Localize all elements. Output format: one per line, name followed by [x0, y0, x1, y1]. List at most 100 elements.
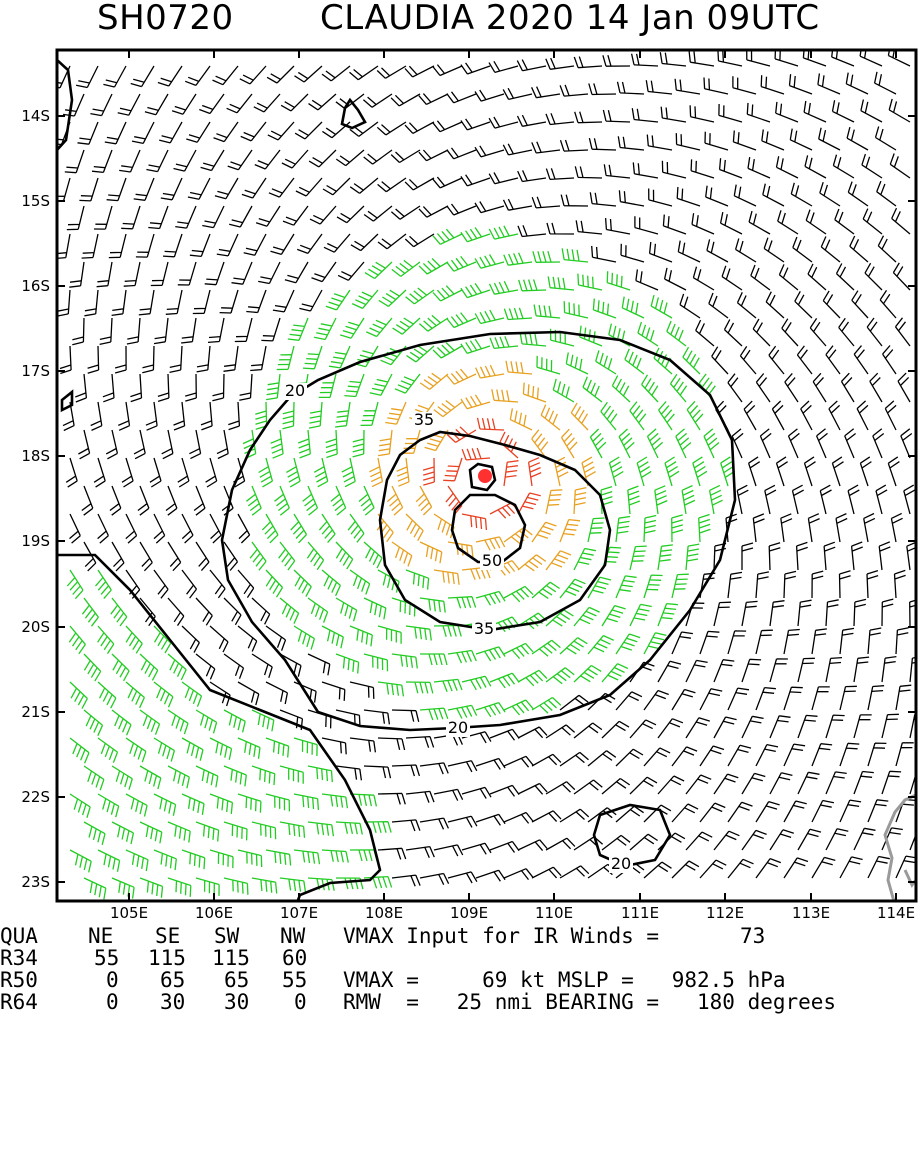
wind-barb — [867, 685, 885, 711]
wind-barb — [391, 597, 416, 617]
wind-barb — [769, 772, 793, 795]
wind-barb — [509, 408, 533, 431]
wind-barb — [251, 709, 275, 732]
r34-ne: 55 — [94, 946, 120, 970]
wind-barb — [311, 261, 337, 283]
wind-barb — [337, 261, 365, 281]
wind-barb — [139, 541, 153, 572]
wind-barb — [839, 856, 863, 879]
wind-barb — [103, 65, 127, 88]
wind-barb — [573, 606, 600, 627]
wind-barb — [69, 681, 88, 709]
wind-barb — [99, 317, 113, 346]
wind-barb — [207, 317, 225, 344]
wind-barb — [274, 485, 290, 516]
wind-barb — [294, 121, 323, 140]
wind-barb — [358, 485, 375, 516]
wind-barb — [278, 541, 296, 571]
wind-barb — [743, 400, 757, 431]
wind-barb — [769, 658, 788, 683]
wind-barb — [629, 776, 658, 795]
wind-barb — [280, 93, 309, 112]
wind-barb — [419, 872, 450, 885]
wind-barb — [69, 261, 85, 288]
wind-barb — [419, 372, 449, 390]
r50-ne: 0 — [106, 968, 119, 992]
wind-barb — [819, 484, 832, 515]
wind-barb — [797, 599, 812, 627]
wind-barb — [488, 60, 519, 74]
wind-barb — [268, 177, 295, 198]
wind-barb — [769, 715, 791, 739]
wind-barb — [447, 541, 474, 558]
wind-barb — [90, 401, 103, 431]
wind-barb — [279, 821, 306, 838]
wind-barb — [895, 798, 916, 823]
wind-barb — [699, 859, 727, 879]
wind-barb — [657, 602, 678, 627]
wind-barb — [611, 375, 631, 403]
wind-barb — [270, 233, 295, 256]
contour-35 — [378, 430, 612, 632]
wind-barb — [723, 319, 743, 347]
wind-barb — [761, 129, 785, 151]
contour-20-westedge — [57, 59, 74, 151]
wind-barb — [266, 373, 281, 401]
wind-barb — [825, 656, 843, 683]
wind-barb — [424, 429, 449, 452]
wind-barb — [867, 742, 887, 767]
wind-barb — [223, 765, 247, 787]
wind-barb — [313, 457, 329, 488]
wind-barb — [77, 121, 99, 145]
wind-barb — [664, 456, 680, 487]
wind-barb — [706, 239, 729, 263]
wind-barb — [81, 233, 99, 259]
wind-barb — [874, 126, 897, 151]
lon-tick-label: 114E — [877, 904, 915, 922]
wind-barb — [243, 233, 267, 256]
wind-barb — [181, 737, 204, 761]
wind-barb — [290, 513, 308, 544]
wind-barb — [575, 220, 603, 235]
wind-barb — [861, 153, 883, 179]
wind-barb — [573, 486, 587, 515]
wind-barb — [139, 765, 162, 790]
wind-barb — [432, 228, 463, 245]
wind-barb — [405, 845, 435, 859]
wind-barb — [251, 765, 276, 786]
wind-barb — [223, 821, 248, 841]
wind-barb — [671, 746, 698, 767]
wind-barb — [632, 162, 659, 179]
wind-barb — [825, 771, 847, 795]
wind-barb — [646, 428, 664, 459]
wind-barb — [318, 373, 337, 399]
wind-barb — [703, 77, 729, 95]
wind-barb — [488, 225, 519, 240]
wind-barb — [657, 660, 682, 683]
wind-barb — [234, 317, 253, 343]
wind-barb — [775, 156, 799, 179]
wind-barb — [531, 581, 560, 599]
wind-barb — [643, 689, 669, 711]
wind-barb — [195, 877, 220, 896]
wind-barb — [671, 514, 684, 543]
contour-label: 20 — [448, 718, 468, 737]
wind-barb — [167, 821, 191, 843]
wind-barb — [189, 429, 202, 460]
wind-barb — [321, 681, 346, 701]
wind-barb — [853, 345, 869, 375]
wind-barb — [84, 289, 99, 317]
wind-barb — [689, 105, 715, 123]
wind-barb — [531, 196, 561, 209]
wind-barb — [153, 849, 177, 871]
lon-tick-label: 107E — [280, 904, 318, 922]
wind-barb — [363, 709, 391, 725]
wind-barb — [418, 149, 449, 162]
wind-barb — [125, 737, 147, 763]
wind-barb — [690, 159, 715, 179]
wind-barb — [81, 485, 94, 516]
wind-barb — [849, 235, 869, 263]
wind-barb — [517, 726, 548, 739]
wind-barb — [671, 803, 699, 823]
wind-barb — [903, 484, 916, 515]
